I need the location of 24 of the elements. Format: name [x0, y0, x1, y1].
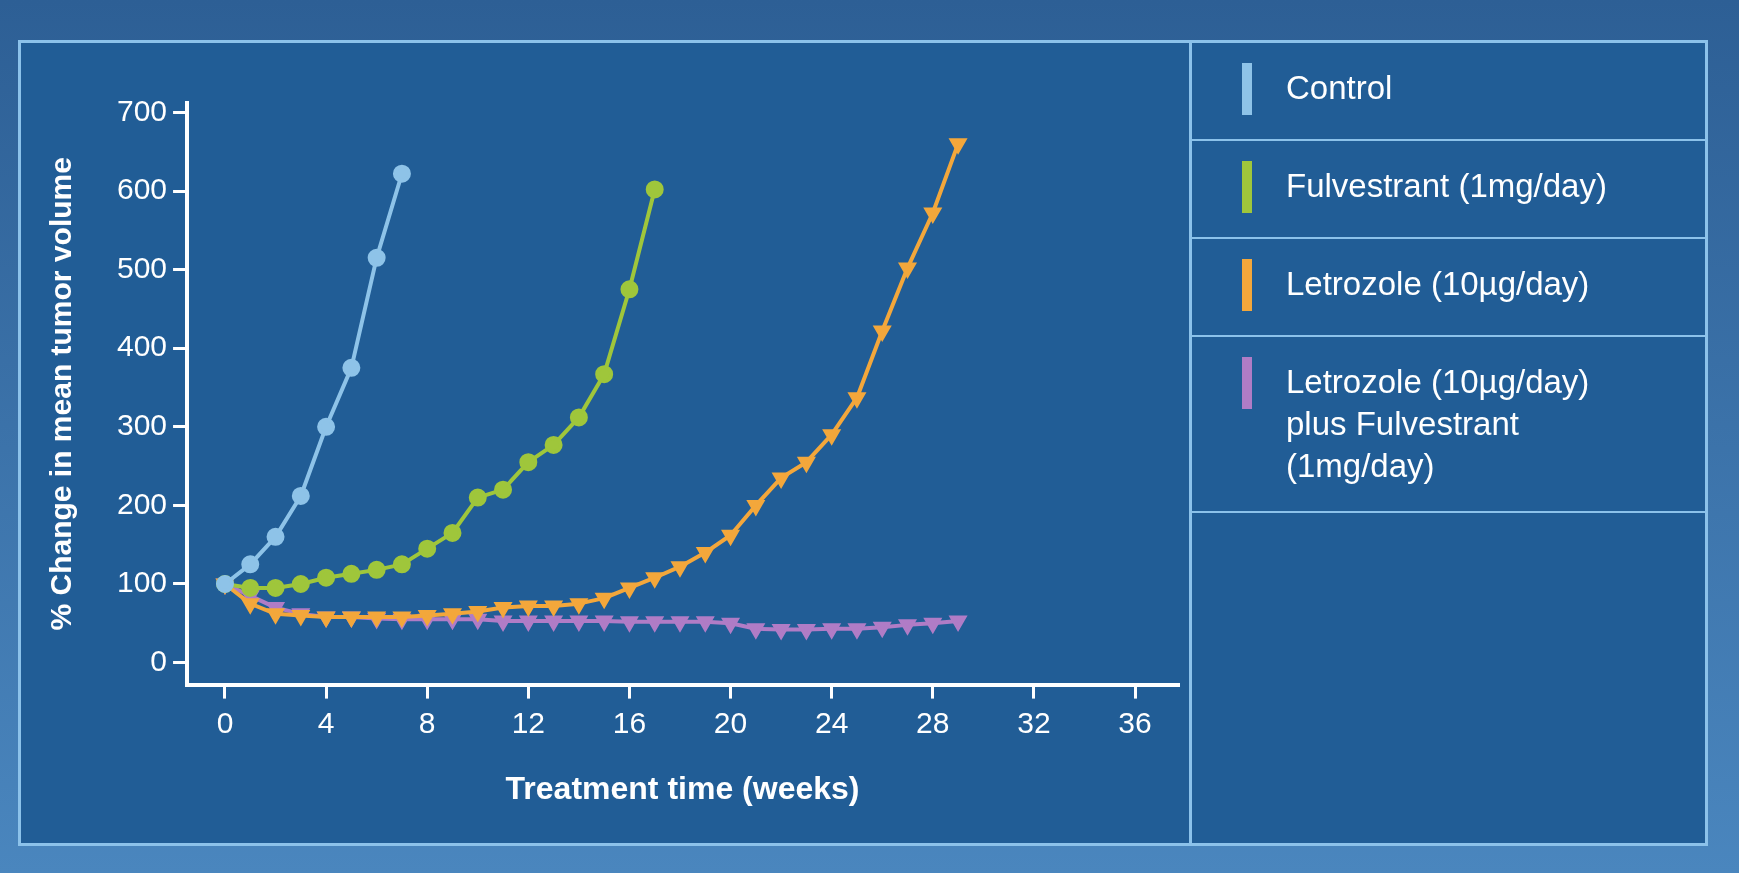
x-tick-label: 0	[216, 705, 234, 739]
x-tick-label: 32	[1017, 705, 1051, 739]
legend-label: Control	[1286, 68, 1393, 108]
x-tick-label: 20	[713, 705, 748, 739]
y-axis-title: % Change in mean tumor volume	[44, 157, 78, 631]
y-tick-label: 100	[116, 565, 168, 599]
y-tick-label: 300	[116, 408, 168, 442]
y-tick-label: 200	[116, 486, 168, 520]
x-tick-label: 12	[511, 705, 546, 739]
y-tick-label: 0	[150, 643, 168, 677]
x-tick-label: 24	[814, 705, 849, 739]
legend-label: Letrozole (10µg/day)	[1286, 264, 1590, 304]
x-tick-label: 28	[916, 705, 950, 739]
x-tick-label: 4	[317, 705, 335, 739]
legend-label: Letrozole (10µg/day) plus Fulvestrant (1mg/day)	[1286, 362, 1591, 486]
y-tick-label: 600	[116, 172, 168, 206]
x-tick-label: 36	[1118, 705, 1152, 739]
legend-label: Fulvestrant (1mg/day)	[1286, 166, 1607, 206]
x-tick-label: 8	[418, 705, 436, 739]
x-tick-label: 16	[612, 705, 647, 739]
y-tick-label: 700	[116, 93, 168, 127]
x-axis-title: Treatment time (weeks)	[505, 769, 860, 806]
y-tick-label: 500	[116, 250, 168, 284]
y-tick-label: 400	[116, 329, 168, 363]
